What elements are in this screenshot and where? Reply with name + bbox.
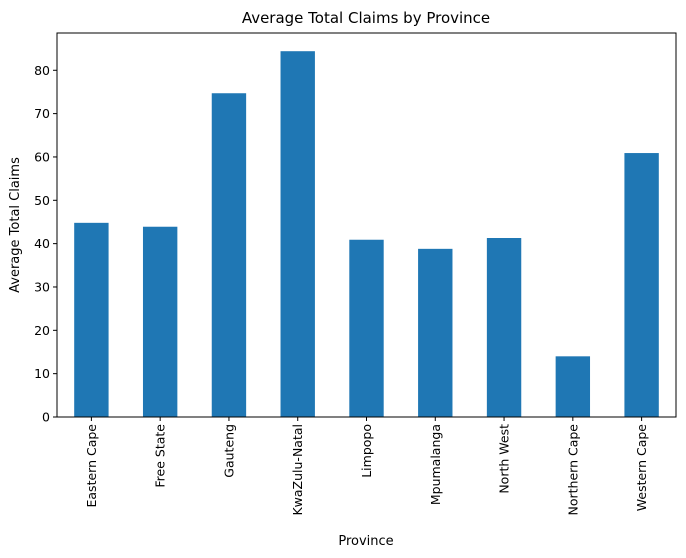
bar-eastern-cape [74, 222, 109, 417]
x-tick-label: Gauteng [221, 424, 236, 478]
bar-mpumalanga [418, 248, 453, 417]
bar-free-state [142, 226, 178, 417]
y-tick-label: 60 [34, 149, 50, 164]
y-axis: 0 10 20 30 40 50 60 70 80 [34, 63, 57, 425]
x-tick-label: KwaZulu-Natal [290, 424, 305, 516]
x-tick-label: North West [497, 424, 512, 494]
bar-northern-cape [555, 356, 591, 417]
y-tick-label: 40 [34, 236, 50, 251]
plot-frame [56, 32, 677, 418]
x-tick-label: Limpopo [359, 424, 374, 478]
x-tick-label: Eastern Cape [84, 424, 99, 508]
y-tick-label: 70 [34, 106, 50, 121]
bars-group [74, 51, 659, 418]
x-axis: Eastern Cape Free State Gauteng KwaZulu-Nat… [84, 417, 649, 516]
x-tick-label: Free State [153, 424, 168, 488]
chart-title: Average Total Claims by Province [242, 9, 490, 27]
bar-gauteng [211, 93, 247, 418]
y-tick-label: 80 [34, 63, 50, 78]
y-tick-label: 0 [42, 410, 50, 425]
y-tick-label: 30 [34, 279, 50, 294]
x-axis-title: Province [338, 534, 393, 549]
y-axis-title: Average Total Claims [8, 157, 23, 293]
bar-western-cape [624, 153, 659, 417]
y-tick-label: 20 [34, 323, 50, 338]
x-tick-label: Northern Cape [565, 424, 580, 516]
y-tick-label: 10 [34, 366, 50, 381]
y-tick-label: 50 [34, 193, 50, 208]
bar-north-west [486, 238, 522, 417]
x-tick-label: Mpumalanga [428, 424, 443, 505]
bar-limpopo [349, 239, 384, 417]
bar-kwazulu-natal [280, 51, 315, 418]
x-tick-label: Western Cape [634, 424, 649, 512]
